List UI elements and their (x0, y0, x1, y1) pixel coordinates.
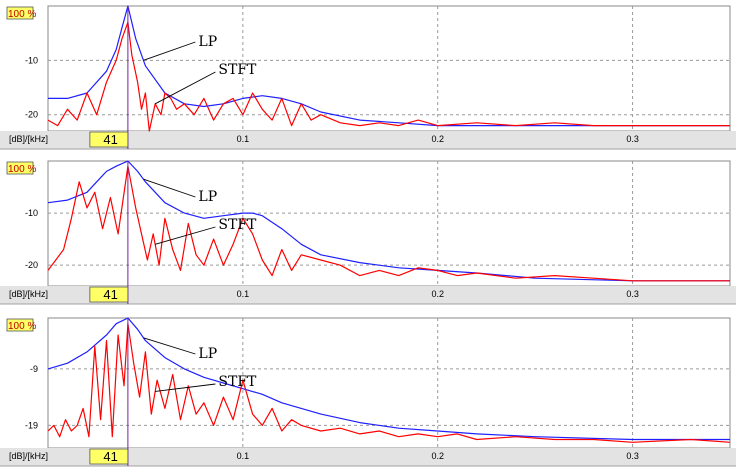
plot-area (47, 160, 731, 287)
units-label: [dB]/[kHz] (9, 289, 48, 299)
lp-annotation: LP (198, 189, 217, 205)
x-axis-strip (0, 286, 736, 304)
lp-leader-line (143, 178, 196, 198)
x-tick-label: 0.3 (626, 451, 639, 461)
series-line-stft (47, 323, 731, 443)
plot-area (47, 5, 731, 132)
y-tick-label: -10 (25, 55, 38, 65)
x-axis-strip (0, 448, 736, 466)
cursor-value-box (89, 286, 129, 303)
scale-label-box (6, 161, 34, 175)
cursor-value-label: 41 (103, 449, 117, 464)
stft-annotation: STFT (218, 374, 257, 390)
x-tick-label: 0.2 (431, 289, 444, 299)
stft-leader-line (154, 71, 216, 105)
lp-leader-line (143, 41, 196, 61)
y-tick-label: -10 (25, 208, 38, 218)
stft-annotation: STFT (218, 62, 257, 78)
scale-label: 100 % (8, 9, 36, 20)
series-line-stft (47, 165, 730, 282)
cursor-value-box (89, 448, 129, 465)
scale-label: 100 % (8, 321, 36, 332)
stft-leader-line (155, 383, 216, 392)
series-line-lp (47, 160, 730, 282)
x-tick-label: 0.1 (237, 451, 250, 461)
x-tick-label: 0.3 (626, 134, 639, 144)
scale-label-box (6, 318, 34, 332)
y-tick-label: -20 (25, 260, 38, 270)
scale-label: 100 % (8, 164, 36, 175)
series-line-lp (47, 317, 730, 441)
lp-annotation: LP (198, 346, 217, 362)
units-label: [dB]/[kHz] (9, 134, 48, 144)
cursor-value-label: 41 (103, 287, 117, 302)
x-tick-label: 0.1 (237, 134, 250, 144)
y-tick-label: -9 (30, 364, 38, 374)
scale-label-box (6, 6, 34, 20)
series-line-stft (47, 21, 730, 132)
lp-annotation: LP (198, 34, 217, 50)
lp-leader-line (143, 337, 196, 355)
x-tick-label: 0.2 (431, 134, 444, 144)
stft-leader-line (155, 226, 216, 245)
units-label: [dB]/[kHz] (9, 451, 48, 461)
plot-area (47, 317, 731, 449)
x-tick-label: 0.1 (237, 289, 250, 299)
cursor-value-box (89, 131, 129, 148)
y-tick-label: -20 (25, 110, 38, 120)
x-tick-label: 0.2 (431, 451, 444, 461)
stft-annotation: STFT (218, 217, 257, 233)
y-tick-label: -19 (25, 420, 38, 430)
cursor-value-label: 41 (103, 132, 117, 147)
x-tick-label: 0.3 (626, 289, 639, 299)
x-axis-strip (0, 131, 736, 149)
